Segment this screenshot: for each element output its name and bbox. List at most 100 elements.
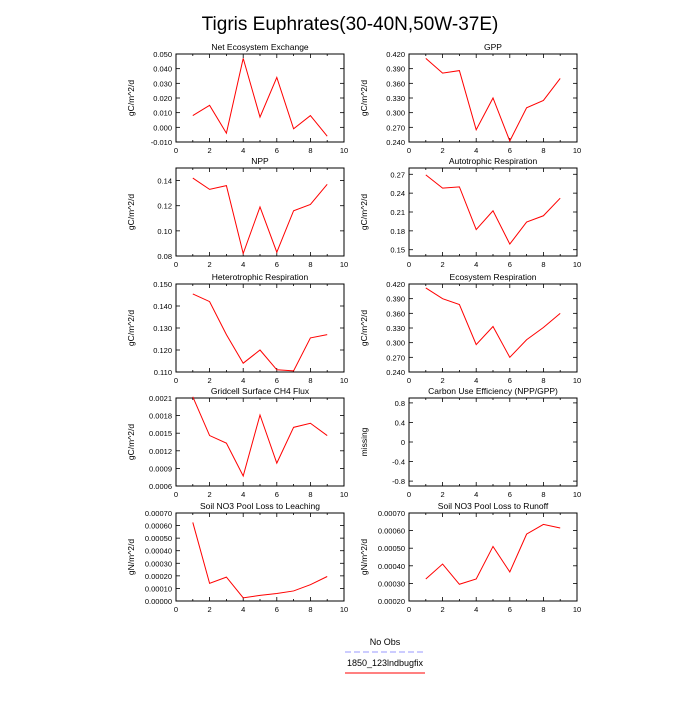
y-tick-label: 0.10 xyxy=(157,227,172,236)
x-tick-label: 8 xyxy=(541,490,545,499)
y-tick-label: 0.360 xyxy=(386,79,405,88)
x-tick-label: 4 xyxy=(474,376,478,385)
x-tick-label: 0 xyxy=(407,605,411,614)
panel-title: Carbon Use Efficiency (NPP/GPP) xyxy=(428,386,558,396)
y-tick-label: 0.08 xyxy=(157,252,172,261)
chart-panel-9: Soil NO3 Pool Loss to Leaching gN/m^2/d 0 2… xyxy=(126,501,348,614)
y-tick-label: 0.14 xyxy=(157,177,172,186)
x-tick-label: 4 xyxy=(241,605,245,614)
y-tick-label: 0.110 xyxy=(154,368,172,377)
y-tick-label: 0.00060 xyxy=(145,522,172,531)
y-tick-label: 0.0015 xyxy=(149,429,172,438)
y-axis-label: gC/m^2/d xyxy=(359,310,369,346)
panel-title: Heterotrophic Respiration xyxy=(212,272,309,282)
y-tick-label: 0.0021 xyxy=(149,394,172,403)
y-tick-label: 0.00050 xyxy=(378,544,405,553)
legend: No Obs 1850_123lndbugfix xyxy=(345,637,425,674)
x-tick-label: 8 xyxy=(541,376,545,385)
y-tick-label: 0.00070 xyxy=(378,509,405,518)
plot-frame xyxy=(175,397,345,487)
x-tick-label: 8 xyxy=(308,605,312,614)
y-axis-label: missing xyxy=(359,427,369,456)
x-tick-label: 6 xyxy=(275,605,279,614)
y-tick-label: 0.24 xyxy=(390,189,405,198)
x-tick-label: 8 xyxy=(541,605,545,614)
x-tick-label: 4 xyxy=(241,376,245,385)
x-tick-label: 6 xyxy=(508,605,512,614)
y-tick-label: 0.030 xyxy=(153,79,172,88)
x-tick-label: 0 xyxy=(174,260,178,269)
x-tick-label: 10 xyxy=(340,146,348,155)
x-tick-label: 10 xyxy=(573,146,581,155)
x-tick-label: 10 xyxy=(340,376,348,385)
panel-title: Autotrophic Respiration xyxy=(449,156,538,166)
y-tick-label: 0.270 xyxy=(386,353,405,362)
chart-panel-8: Carbon Use Efficiency (NPP/GPP) missing 0 2… xyxy=(359,386,581,499)
legend-model-label: 1850_123lndbugfix xyxy=(347,658,424,668)
x-tick-label: 10 xyxy=(573,605,581,614)
y-tick-label: 0.0009 xyxy=(149,464,172,473)
x-tick-label: 0 xyxy=(407,146,411,155)
y-tick-label: 0.00030 xyxy=(145,559,172,568)
x-tick-label: 8 xyxy=(541,146,545,155)
y-tick-label: 0.140 xyxy=(153,302,172,311)
y-tick-label: 0.040 xyxy=(153,65,172,74)
chart-panel-7: Gridcell Surface CH4 Flux gC/m^2/d 0 2 4 6 8 10… xyxy=(126,386,348,499)
x-tick-label: 4 xyxy=(474,605,478,614)
x-tick-label: 6 xyxy=(275,490,279,499)
y-tick-label: 0.000 xyxy=(153,123,172,132)
plot-frame xyxy=(175,512,345,602)
panel-title: Soil NO3 Pool Loss to Leaching xyxy=(200,501,320,511)
y-tick-label: 0.00030 xyxy=(378,579,405,588)
y-axis-label: gC/m^2/d xyxy=(359,194,369,230)
y-tick-label: 0.00040 xyxy=(145,547,172,556)
y-tick-label: 0.00060 xyxy=(378,527,405,536)
panel-title: Net Ecosystem Exchange xyxy=(211,42,309,52)
x-tick-label: 6 xyxy=(508,146,512,155)
x-tick-label: 4 xyxy=(474,490,478,499)
x-tick-label: 4 xyxy=(241,260,245,269)
panels: Net Ecosystem Exchange gC/m^2/d 0 2 4 6 8 10 -0.… xyxy=(126,42,581,614)
x-tick-label: 8 xyxy=(308,146,312,155)
x-tick-label: 2 xyxy=(208,605,212,614)
y-tick-label: 0.8 xyxy=(395,399,405,408)
y-tick-label: 0.00070 xyxy=(145,509,172,518)
x-tick-label: 4 xyxy=(241,490,245,499)
x-tick-label: 6 xyxy=(508,490,512,499)
x-tick-label: 4 xyxy=(474,260,478,269)
y-axis-label: gN/m^2/d xyxy=(359,539,369,575)
x-tick-label: 10 xyxy=(340,605,348,614)
y-tick-label: 0.4 xyxy=(395,418,405,427)
panel-title: Soil NO3 Pool Loss to Runoff xyxy=(438,501,549,511)
y-tick-label: 0.330 xyxy=(386,94,405,103)
y-tick-label: 0.050 xyxy=(153,50,172,59)
x-tick-label: 10 xyxy=(573,260,581,269)
x-tick-label: 2 xyxy=(441,490,445,499)
y-tick-label: -0.010 xyxy=(151,138,172,147)
y-tick-label: 0.00020 xyxy=(378,597,405,606)
y-tick-label: 0.00010 xyxy=(145,584,172,593)
x-tick-label: 4 xyxy=(241,146,245,155)
y-tick-label: 0.130 xyxy=(153,324,172,333)
x-tick-label: 8 xyxy=(308,260,312,269)
y-tick-label: 0.00020 xyxy=(145,572,172,581)
x-tick-label: 6 xyxy=(275,260,279,269)
y-axis-label: gC/m^2/d xyxy=(126,424,136,460)
y-tick-label: 0.390 xyxy=(386,295,405,304)
y-tick-label: 0.300 xyxy=(386,109,405,118)
series-line-1 xyxy=(192,522,328,599)
plot-frame xyxy=(175,53,345,143)
y-tick-label: 0.150 xyxy=(153,280,172,289)
x-tick-label: 10 xyxy=(573,490,581,499)
x-tick-label: 0 xyxy=(174,490,178,499)
y-axis-label: gC/m^2/d xyxy=(126,194,136,230)
y-tick-label: 0 xyxy=(401,438,405,447)
x-tick-label: 2 xyxy=(208,146,212,155)
y-tick-label: 0.0018 xyxy=(149,412,172,421)
y-tick-label: 0.27 xyxy=(390,170,405,179)
x-tick-label: 0 xyxy=(174,376,178,385)
series-line-1 xyxy=(192,58,328,137)
y-tick-label: 0.300 xyxy=(386,339,405,348)
x-tick-label: 2 xyxy=(441,260,445,269)
x-tick-label: 2 xyxy=(441,605,445,614)
